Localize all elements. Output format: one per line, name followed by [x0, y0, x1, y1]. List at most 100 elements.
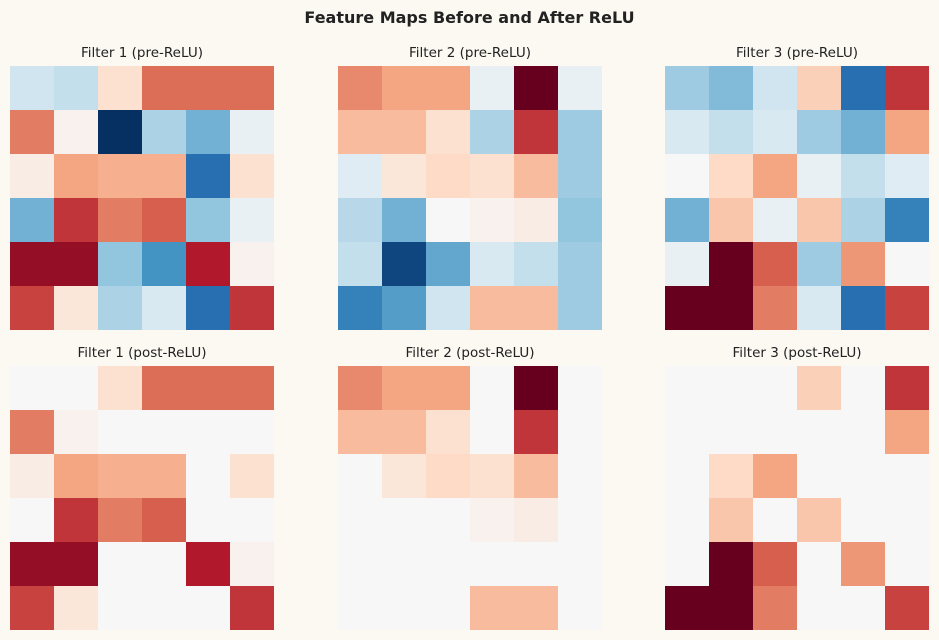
heatmap-cell-filter-3-post-r0-c0	[665, 366, 710, 411]
heatmap-cell-filter-1-post-r4-c4	[186, 542, 231, 587]
heatmap-cell-filter-3-post-r1-c0	[665, 410, 710, 455]
heatmap-filter-2-pre	[338, 66, 602, 330]
heatmap-cell-filter-3-post-r4-c1	[709, 542, 754, 587]
heatmap-cell-filter-2-post-r5-c4	[514, 586, 559, 630]
heatmap-cell-filter-2-post-r2-c3	[470, 454, 515, 499]
heatmap-cell-filter-2-post-r0-c2	[426, 366, 471, 411]
heatmap-cell-filter-1-post-r0-c5	[230, 366, 274, 411]
heatmap-cell-filter-2-pre-r1-c3	[470, 110, 515, 155]
heatmap-cell-filter-2-pre-r4-c3	[470, 242, 515, 287]
heatmap-filter-1-pre	[10, 66, 274, 330]
heatmap-cell-filter-1-pre-r0-c5	[230, 66, 274, 111]
heatmap-cell-filter-2-pre-r1-c4	[514, 110, 559, 155]
heatmap-cell-filter-3-post-r2-c3	[797, 454, 842, 499]
heatmap-cell-filter-1-post-r3-c0	[10, 498, 55, 543]
heatmap-cell-filter-2-post-r4-c0	[338, 542, 383, 587]
heatmap-cell-filter-3-pre-r1-c5	[885, 110, 929, 155]
heatmap-cell-filter-2-post-r5-c5	[558, 586, 602, 630]
heatmap-cell-filter-1-pre-r1-c4	[186, 110, 231, 155]
heatmap-cell-filter-1-pre-r3-c0	[10, 198, 55, 243]
heatmap-cell-filter-2-post-r1-c1	[382, 410, 427, 455]
heatmap-cell-filter-2-post-r3-c5	[558, 498, 602, 543]
heatmap-cell-filter-2-post-r1-c3	[470, 410, 515, 455]
heatmap-cell-filter-1-pre-r2-c2	[98, 154, 143, 199]
heatmap-cell-filter-1-pre-r5-c0	[10, 286, 55, 330]
heatmap-cell-filter-2-pre-r3-c2	[426, 198, 471, 243]
heatmap-cell-filter-2-pre-r1-c5	[558, 110, 602, 155]
heatmap-cell-filter-3-post-r4-c3	[797, 542, 842, 587]
heatmap-cell-filter-3-pre-r5-c0	[665, 286, 710, 330]
heatmap-cell-filter-2-pre-r5-c3	[470, 286, 515, 330]
heatmap-cell-filter-3-post-r1-c5	[885, 410, 929, 455]
heatmap-cell-filter-2-pre-r1-c0	[338, 110, 383, 155]
heatmap-cell-filter-1-post-r0-c2	[98, 366, 143, 411]
heatmap-cell-filter-3-pre-r1-c0	[665, 110, 710, 155]
heatmap-cell-filter-1-pre-r0-c0	[10, 66, 55, 111]
heatmap-cell-filter-2-pre-r3-c5	[558, 198, 602, 243]
heatmap-cell-filter-3-post-r4-c2	[753, 542, 798, 587]
heatmap-cell-filter-1-post-r2-c1	[54, 454, 99, 499]
heatmap-cell-filter-1-post-r1-c0	[10, 410, 55, 455]
heatmap-cell-filter-3-pre-r2-c0	[665, 154, 710, 199]
heatmap-cell-filter-3-pre-r4-c4	[841, 242, 886, 287]
heatmap-cell-filter-2-post-r0-c1	[382, 366, 427, 411]
heatmap-cell-filter-3-pre-r0-c0	[665, 66, 710, 111]
heatmap-cell-filter-1-pre-r2-c0	[10, 154, 55, 199]
heatmap-cell-filter-3-pre-r5-c1	[709, 286, 754, 330]
heatmap-cell-filter-3-post-r5-c1	[709, 586, 754, 630]
heatmap-cell-filter-1-post-r5-c0	[10, 586, 55, 630]
heatmap-cell-filter-2-post-r3-c4	[514, 498, 559, 543]
heatmap-cell-filter-3-post-r2-c1	[709, 454, 754, 499]
heatmap-cell-filter-3-pre-r4-c3	[797, 242, 842, 287]
heatmap-cell-filter-2-pre-r3-c0	[338, 198, 383, 243]
heatmap-cell-filter-2-pre-r4-c4	[514, 242, 559, 287]
heatmap-cell-filter-2-pre-r3-c3	[470, 198, 515, 243]
heatmap-cell-filter-1-pre-r1-c5	[230, 110, 274, 155]
heatmap-cell-filter-1-pre-r5-c5	[230, 286, 274, 330]
heatmap-cell-filter-1-post-r2-c3	[142, 454, 187, 499]
heatmap-cell-filter-3-post-r3-c5	[885, 498, 929, 543]
heatmap-cell-filter-3-pre-r3-c4	[841, 198, 886, 243]
panel-title-filter-2-pre: Filter 2 (pre-ReLU)	[409, 45, 531, 61]
heatmap-cell-filter-2-post-r4-c3	[470, 542, 515, 587]
heatmap-cell-filter-2-pre-r3-c1	[382, 198, 427, 243]
heatmap-cell-filter-2-pre-r5-c4	[514, 286, 559, 330]
heatmap-cell-filter-3-pre-r2-c2	[753, 154, 798, 199]
heatmap-cell-filter-1-post-r5-c2	[98, 586, 143, 630]
heatmap-cell-filter-2-pre-r2-c5	[558, 154, 602, 199]
heatmap-cell-filter-2-pre-r0-c1	[382, 66, 427, 111]
heatmap-cell-filter-2-pre-r5-c0	[338, 286, 383, 330]
heatmap-cell-filter-3-pre-r4-c2	[753, 242, 798, 287]
heatmap-cell-filter-1-post-r1-c4	[186, 410, 231, 455]
heatmap-cell-filter-3-post-r1-c1	[709, 410, 754, 455]
heatmap-cell-filter-3-pre-r4-c5	[885, 242, 929, 287]
figure-title: Feature Maps Before and After ReLU	[304, 8, 635, 27]
heatmap-cell-filter-3-pre-r1-c3	[797, 110, 842, 155]
heatmap-cell-filter-1-post-r4-c1	[54, 542, 99, 587]
heatmap-cell-filter-1-post-r2-c5	[230, 454, 274, 499]
heatmap-filter-1-post	[10, 366, 274, 630]
panel-title-filter-1-post: Filter 1 (post-ReLU)	[77, 345, 207, 361]
heatmap-cell-filter-2-post-r3-c3	[470, 498, 515, 543]
heatmap-cell-filter-1-pre-r3-c5	[230, 198, 274, 243]
heatmap-cell-filter-3-post-r0-c4	[841, 366, 886, 411]
heatmap-cell-filter-3-post-r4-c4	[841, 542, 886, 587]
heatmap-filter-3-post	[665, 366, 929, 630]
heatmap-cell-filter-3-post-r3-c2	[753, 498, 798, 543]
heatmap-cell-filter-3-pre-r0-c4	[841, 66, 886, 111]
heatmap-cell-filter-3-pre-r1-c2	[753, 110, 798, 155]
heatmap-cell-filter-2-pre-r2-c3	[470, 154, 515, 199]
heatmap-cell-filter-2-post-r5-c3	[470, 586, 515, 630]
heatmap-cell-filter-2-post-r1-c2	[426, 410, 471, 455]
heatmap-cell-filter-1-pre-r1-c1	[54, 110, 99, 155]
heatmap-cell-filter-1-pre-r2-c5	[230, 154, 274, 199]
heatmap-cell-filter-2-pre-r3-c4	[514, 198, 559, 243]
heatmap-cell-filter-2-pre-r4-c1	[382, 242, 427, 287]
heatmap-cell-filter-1-post-r1-c5	[230, 410, 274, 455]
heatmap-cell-filter-1-post-r0-c4	[186, 366, 231, 411]
heatmap-cell-filter-1-pre-r3-c4	[186, 198, 231, 243]
heatmap-cell-filter-3-post-r5-c4	[841, 586, 886, 630]
heatmap-cell-filter-3-post-r1-c3	[797, 410, 842, 455]
heatmap-cell-filter-3-pre-r4-c1	[709, 242, 754, 287]
heatmap-cell-filter-2-post-r2-c5	[558, 454, 602, 499]
